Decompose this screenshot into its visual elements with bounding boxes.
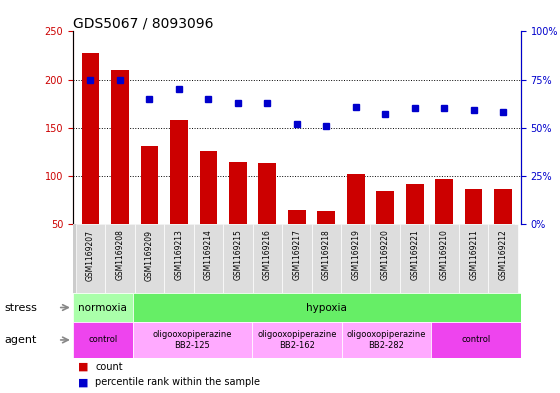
Text: percentile rank within the sample: percentile rank within the sample xyxy=(95,377,260,387)
Bar xyxy=(252,322,342,358)
Bar xyxy=(105,224,135,293)
Text: hypoxia: hypoxia xyxy=(306,303,347,312)
Text: agent: agent xyxy=(4,335,37,345)
Bar xyxy=(342,322,431,358)
Bar xyxy=(253,224,282,293)
Bar xyxy=(133,322,252,358)
Text: stress: stress xyxy=(4,303,37,312)
Bar xyxy=(406,184,423,224)
Text: ■: ■ xyxy=(78,362,89,371)
Bar xyxy=(341,224,371,293)
Text: oligooxopiperazine
BB2-162: oligooxopiperazine BB2-162 xyxy=(257,330,337,350)
Text: GSM1169210: GSM1169210 xyxy=(440,230,449,280)
Text: GSM1169217: GSM1169217 xyxy=(292,230,301,280)
Bar xyxy=(371,224,400,293)
Text: GSM1169207: GSM1169207 xyxy=(86,230,95,281)
Text: control: control xyxy=(88,336,117,344)
Bar xyxy=(431,322,521,358)
Bar xyxy=(430,224,459,293)
Text: GSM1169220: GSM1169220 xyxy=(381,230,390,280)
Bar xyxy=(311,224,341,293)
Text: GSM1169219: GSM1169219 xyxy=(351,230,360,280)
Text: normoxia: normoxia xyxy=(78,303,127,312)
Text: control: control xyxy=(461,336,491,344)
Text: oligooxopiperazine
BB2-125: oligooxopiperazine BB2-125 xyxy=(152,330,232,350)
Bar xyxy=(259,163,276,224)
Text: GSM1169216: GSM1169216 xyxy=(263,230,272,280)
Bar xyxy=(288,209,306,224)
Text: GSM1169213: GSM1169213 xyxy=(174,230,184,280)
Bar xyxy=(73,322,133,358)
Text: GDS5067 / 8093096: GDS5067 / 8093096 xyxy=(73,16,213,30)
Text: GSM1169221: GSM1169221 xyxy=(410,230,419,280)
Bar xyxy=(73,293,133,322)
Bar xyxy=(133,293,521,322)
Bar xyxy=(194,224,223,293)
Bar xyxy=(435,179,453,224)
Bar xyxy=(135,224,164,293)
Text: GSM1169215: GSM1169215 xyxy=(234,230,242,280)
Bar xyxy=(488,224,518,293)
Bar xyxy=(494,189,512,224)
Bar xyxy=(82,53,99,224)
Text: count: count xyxy=(95,362,123,371)
Bar xyxy=(199,151,217,224)
Text: GSM1169214: GSM1169214 xyxy=(204,230,213,280)
Text: GSM1169208: GSM1169208 xyxy=(115,230,124,280)
Text: GSM1169209: GSM1169209 xyxy=(145,230,154,281)
Bar xyxy=(400,224,430,293)
Text: oligooxopiperazine
BB2-282: oligooxopiperazine BB2-282 xyxy=(347,330,426,350)
Bar xyxy=(282,224,311,293)
Bar xyxy=(76,224,105,293)
Bar xyxy=(111,70,129,224)
Text: GSM1169211: GSM1169211 xyxy=(469,230,478,280)
Bar xyxy=(318,211,335,224)
Text: GSM1169212: GSM1169212 xyxy=(498,230,507,280)
Text: GSM1169218: GSM1169218 xyxy=(322,230,331,280)
Bar xyxy=(459,224,488,293)
Bar xyxy=(164,224,194,293)
Bar xyxy=(465,189,483,224)
Bar xyxy=(229,162,247,224)
Bar xyxy=(170,120,188,224)
Bar xyxy=(141,146,158,224)
Bar xyxy=(376,191,394,224)
Text: ■: ■ xyxy=(78,377,89,387)
Bar xyxy=(223,224,253,293)
Bar xyxy=(347,174,365,224)
